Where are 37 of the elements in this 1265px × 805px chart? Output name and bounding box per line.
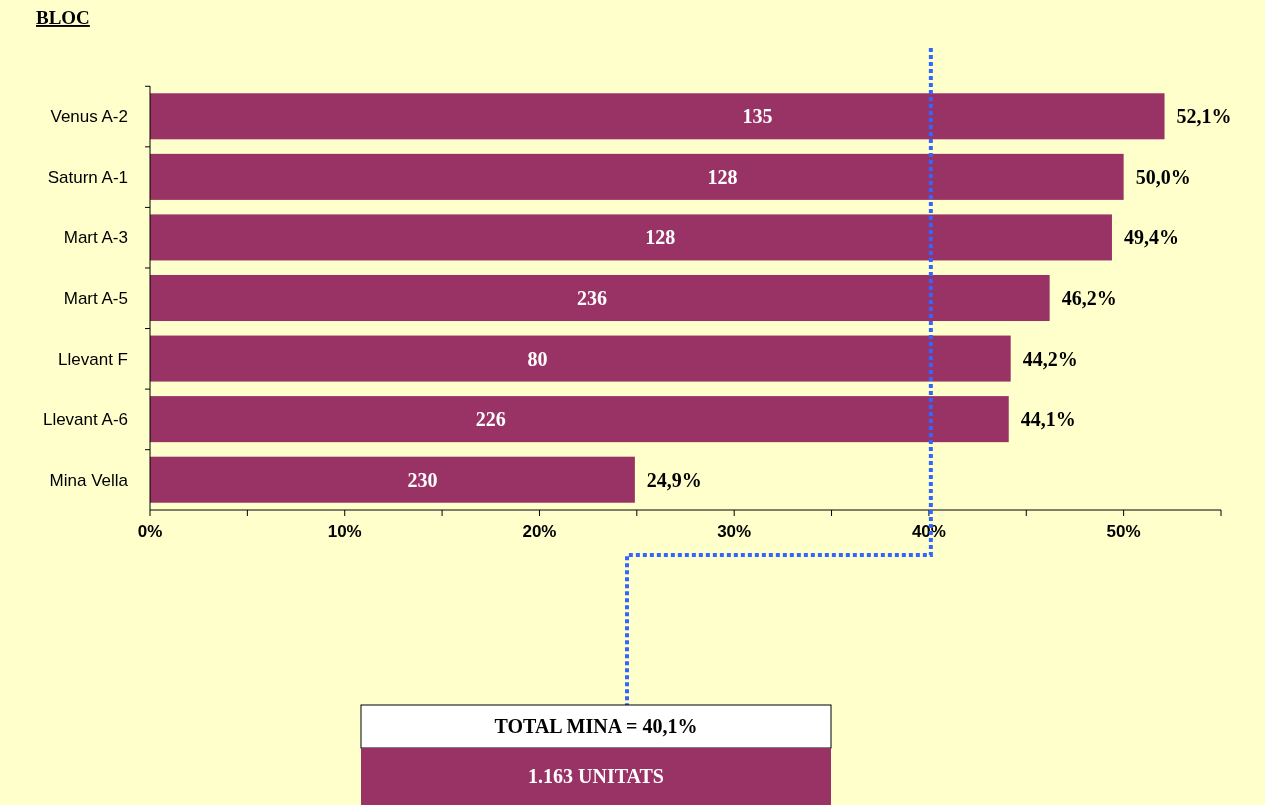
annotation: 236 <box>577 287 608 309</box>
bar <box>150 396 1009 443</box>
data-label: 46,2% <box>1061 287 1117 309</box>
y-axis-title: BLOC <box>36 7 90 28</box>
data-label: 52,1% <box>1176 105 1232 128</box>
bar <box>150 153 1124 200</box>
data-label: 24,9% <box>646 468 702 491</box>
bar <box>150 274 1050 322</box>
x-tick-label: 20% <box>522 522 557 541</box>
bar <box>150 214 1112 261</box>
x-tick-label: 50% <box>1106 522 1141 541</box>
annotation: 230 <box>407 468 438 491</box>
x-tick-label: 10% <box>327 522 362 541</box>
y-tick-label: Venus A-2 <box>50 107 128 127</box>
y-tick-label: Llevant A-6 <box>42 410 128 430</box>
bar <box>150 335 1011 382</box>
data-label: 49,4% <box>1123 226 1179 249</box>
text: 1.163 UNITATS <box>528 765 664 787</box>
annotation: 135 <box>742 105 773 128</box>
y-tick-label: Llevant F <box>58 349 128 369</box>
annotation: 128 <box>645 226 676 249</box>
x-tick-label: 0% <box>137 522 163 541</box>
annotation: 226 <box>475 408 506 431</box>
annotation: 80 <box>527 347 548 370</box>
data-label: 50,0% <box>1135 165 1191 188</box>
y-tick-label: Saturn A-1 <box>47 167 128 187</box>
data-label: 44,2% <box>1022 347 1078 370</box>
y-tick-label: Mart A-3 <box>63 228 128 248</box>
y-tick-label: Mart A-5 <box>63 289 128 308</box>
bar <box>150 93 1165 140</box>
ref-line-label: TOTAL MINA = 40,1% <box>494 715 698 737</box>
x-tick-label: 40% <box>911 522 946 541</box>
annotation: 128 <box>707 165 738 188</box>
bar <box>150 456 635 503</box>
y-tick-label: Mina Vella <box>49 470 129 490</box>
data-label: 44,1% <box>1020 408 1076 431</box>
x-tick-label: 30% <box>717 522 752 541</box>
